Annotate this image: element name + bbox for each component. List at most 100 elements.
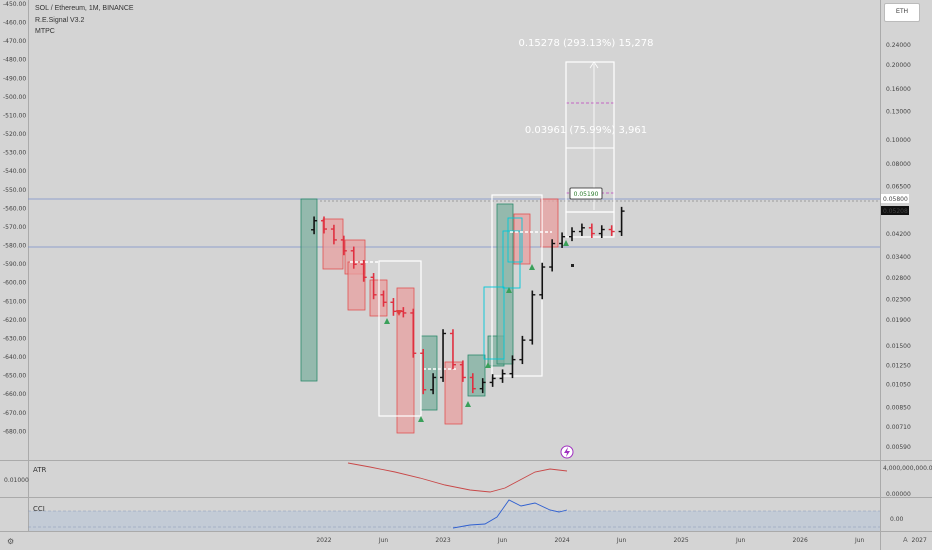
right-axis-tick: 0.08000	[886, 161, 911, 168]
signal-boxes	[300, 198, 559, 434]
left-axis-tick: -670.00	[3, 410, 26, 417]
left-axis-tick: -550.00	[3, 187, 26, 194]
right-axis-tick: 0.01900	[886, 317, 911, 324]
right-axis-tick: 0.04200	[886, 231, 911, 238]
measure-tool[interactable]: 0.15278 (293.13%) 15,278 0.03961 (75.99%)…	[519, 38, 654, 213]
currency-badge[interactable]: ETH	[884, 3, 920, 22]
measure-label-2: 0.03961 (75.99%) 3,961	[525, 125, 647, 136]
right-price-axis[interactable]: 0.24000 0.20000 0.16000 0.13000 0.10000 0.080…	[886, 42, 911, 451]
atr-pane-label: ATR	[33, 466, 47, 474]
right-axis-tick: 0.24000	[886, 42, 911, 49]
right-axis-tick: 0.02800	[886, 275, 911, 282]
signal-box	[444, 361, 463, 425]
left-axis-tick: -640.00	[3, 354, 26, 361]
left-axis-tick: -620.00	[3, 317, 26, 324]
left-price-axis[interactable]: -450.00 -460.00 -470.00 -480.00 -490.00 -500.…	[3, 1, 26, 435]
cci-line	[452, 499, 568, 529]
up-signal-icon	[506, 287, 512, 293]
channel-box	[483, 286, 505, 360]
price-callout-text: 0.05190	[574, 191, 599, 198]
left-axis-tick: -470.00	[3, 38, 26, 45]
price-callout-box	[569, 187, 603, 200]
left-axis-tick: -660.00	[3, 391, 26, 398]
left-axis-tick: -490.00	[3, 75, 26, 82]
left-axis-tick: -520.00	[3, 131, 26, 138]
atr-axis-value: 0.01000	[4, 477, 29, 484]
channel-box	[507, 217, 523, 263]
left-axis-tick: -610.00	[3, 298, 26, 305]
down-signal-icon	[396, 310, 402, 316]
right-axis-tick: 0.13000	[886, 109, 911, 116]
cci-pane-label: CCI	[33, 505, 45, 513]
left-axis-tick: -480.00	[3, 57, 26, 64]
indicator-re-signal[interactable]: R.E.Signal V3.2	[35, 17, 85, 24]
left-axis-tick: -570.00	[3, 224, 26, 231]
left-axis-tick: -560.00	[3, 205, 26, 212]
time-axis-tick: Jun	[378, 537, 389, 544]
measure-label-1: 0.15278 (293.13%) 15,278	[519, 38, 654, 49]
time-axis-tick: 2027	[912, 537, 927, 544]
current-price-value: 0.05208	[883, 208, 908, 215]
left-axis-tick: -460.00	[3, 20, 26, 27]
right-axis-tick: 0.00590	[886, 444, 911, 451]
time-axis-tick: 2025	[673, 537, 688, 544]
left-axis-tick: -510.00	[3, 112, 26, 119]
signal-box	[540, 198, 559, 248]
time-axis-tick: Jun	[854, 537, 865, 544]
left-axis-tick: -450.00	[3, 1, 26, 8]
up-signal-icon	[465, 401, 471, 407]
up-signal-icon	[529, 264, 535, 270]
left-axis-tick: -580.00	[3, 243, 26, 250]
arrow-up-icon	[589, 61, 599, 69]
right-axis-tick: 0.01250	[886, 363, 911, 370]
up-signal-icon	[384, 318, 390, 324]
chart-symbol-title: SOL / Ethereum, 1M, BINANCE	[35, 5, 134, 12]
right-axis-tick: 0.01500	[886, 343, 911, 350]
right-axis-tick: 0.06500	[886, 184, 911, 191]
time-axis-tick: Jun	[616, 537, 627, 544]
signal-markers	[384, 240, 569, 422]
left-axis-tick: -680.00	[3, 428, 26, 435]
right-axis-tick: 0.01050	[886, 381, 911, 388]
price-tag-label: 0.05800	[883, 196, 908, 203]
time-axis-tick: 2024	[554, 537, 569, 544]
time-axis-tick: Jun	[735, 537, 746, 544]
signal-box	[496, 203, 514, 365]
right-axis-tick: 0.00850	[886, 404, 911, 411]
settings-icon[interactable]: ⚙	[7, 537, 15, 546]
time-axis-tick: Jun	[497, 537, 508, 544]
cci-right-value-2: 0.00	[890, 516, 904, 523]
measure-box-inner	[565, 147, 615, 213]
signal-box	[322, 218, 344, 270]
left-axis-tick: -540.00	[3, 168, 26, 175]
right-axis-tick: 0.16000	[886, 86, 911, 93]
left-axis-tick: -600.00	[3, 280, 26, 287]
left-axis-tick: -590.00	[3, 261, 26, 268]
time-axis[interactable]: 2022Jun2023Jun2024Jun2025Jun2026Jun2027J…	[316, 537, 932, 544]
right-axis-tick: 0.02300	[886, 296, 911, 303]
auto-scale-icon[interactable]: A	[903, 537, 908, 544]
left-axis-tick: -500.00	[3, 94, 26, 101]
left-axis-tick: -650.00	[3, 373, 26, 380]
lightning-icon[interactable]	[560, 445, 574, 459]
current-price-tag	[881, 206, 909, 215]
candle-series	[311, 206, 625, 395]
channel-box	[502, 230, 521, 289]
signal-box	[300, 198, 318, 382]
right-axis-tick: 0.00710	[886, 424, 911, 431]
right-axis-tick: 0.20000	[886, 62, 911, 69]
up-signal-icon	[418, 416, 424, 422]
signal-box	[396, 287, 415, 434]
cci-right-value-1: 0.00000	[886, 491, 911, 498]
up-signal-icon	[563, 240, 569, 246]
left-axis-tick: -530.00	[3, 150, 26, 157]
cci-band	[28, 511, 880, 531]
price-tag-bg	[881, 194, 909, 203]
atr-line	[347, 462, 568, 493]
indicator-mtpc[interactable]: MTPC	[35, 28, 55, 35]
up-signal-icon	[485, 362, 491, 368]
range-box	[378, 260, 422, 417]
